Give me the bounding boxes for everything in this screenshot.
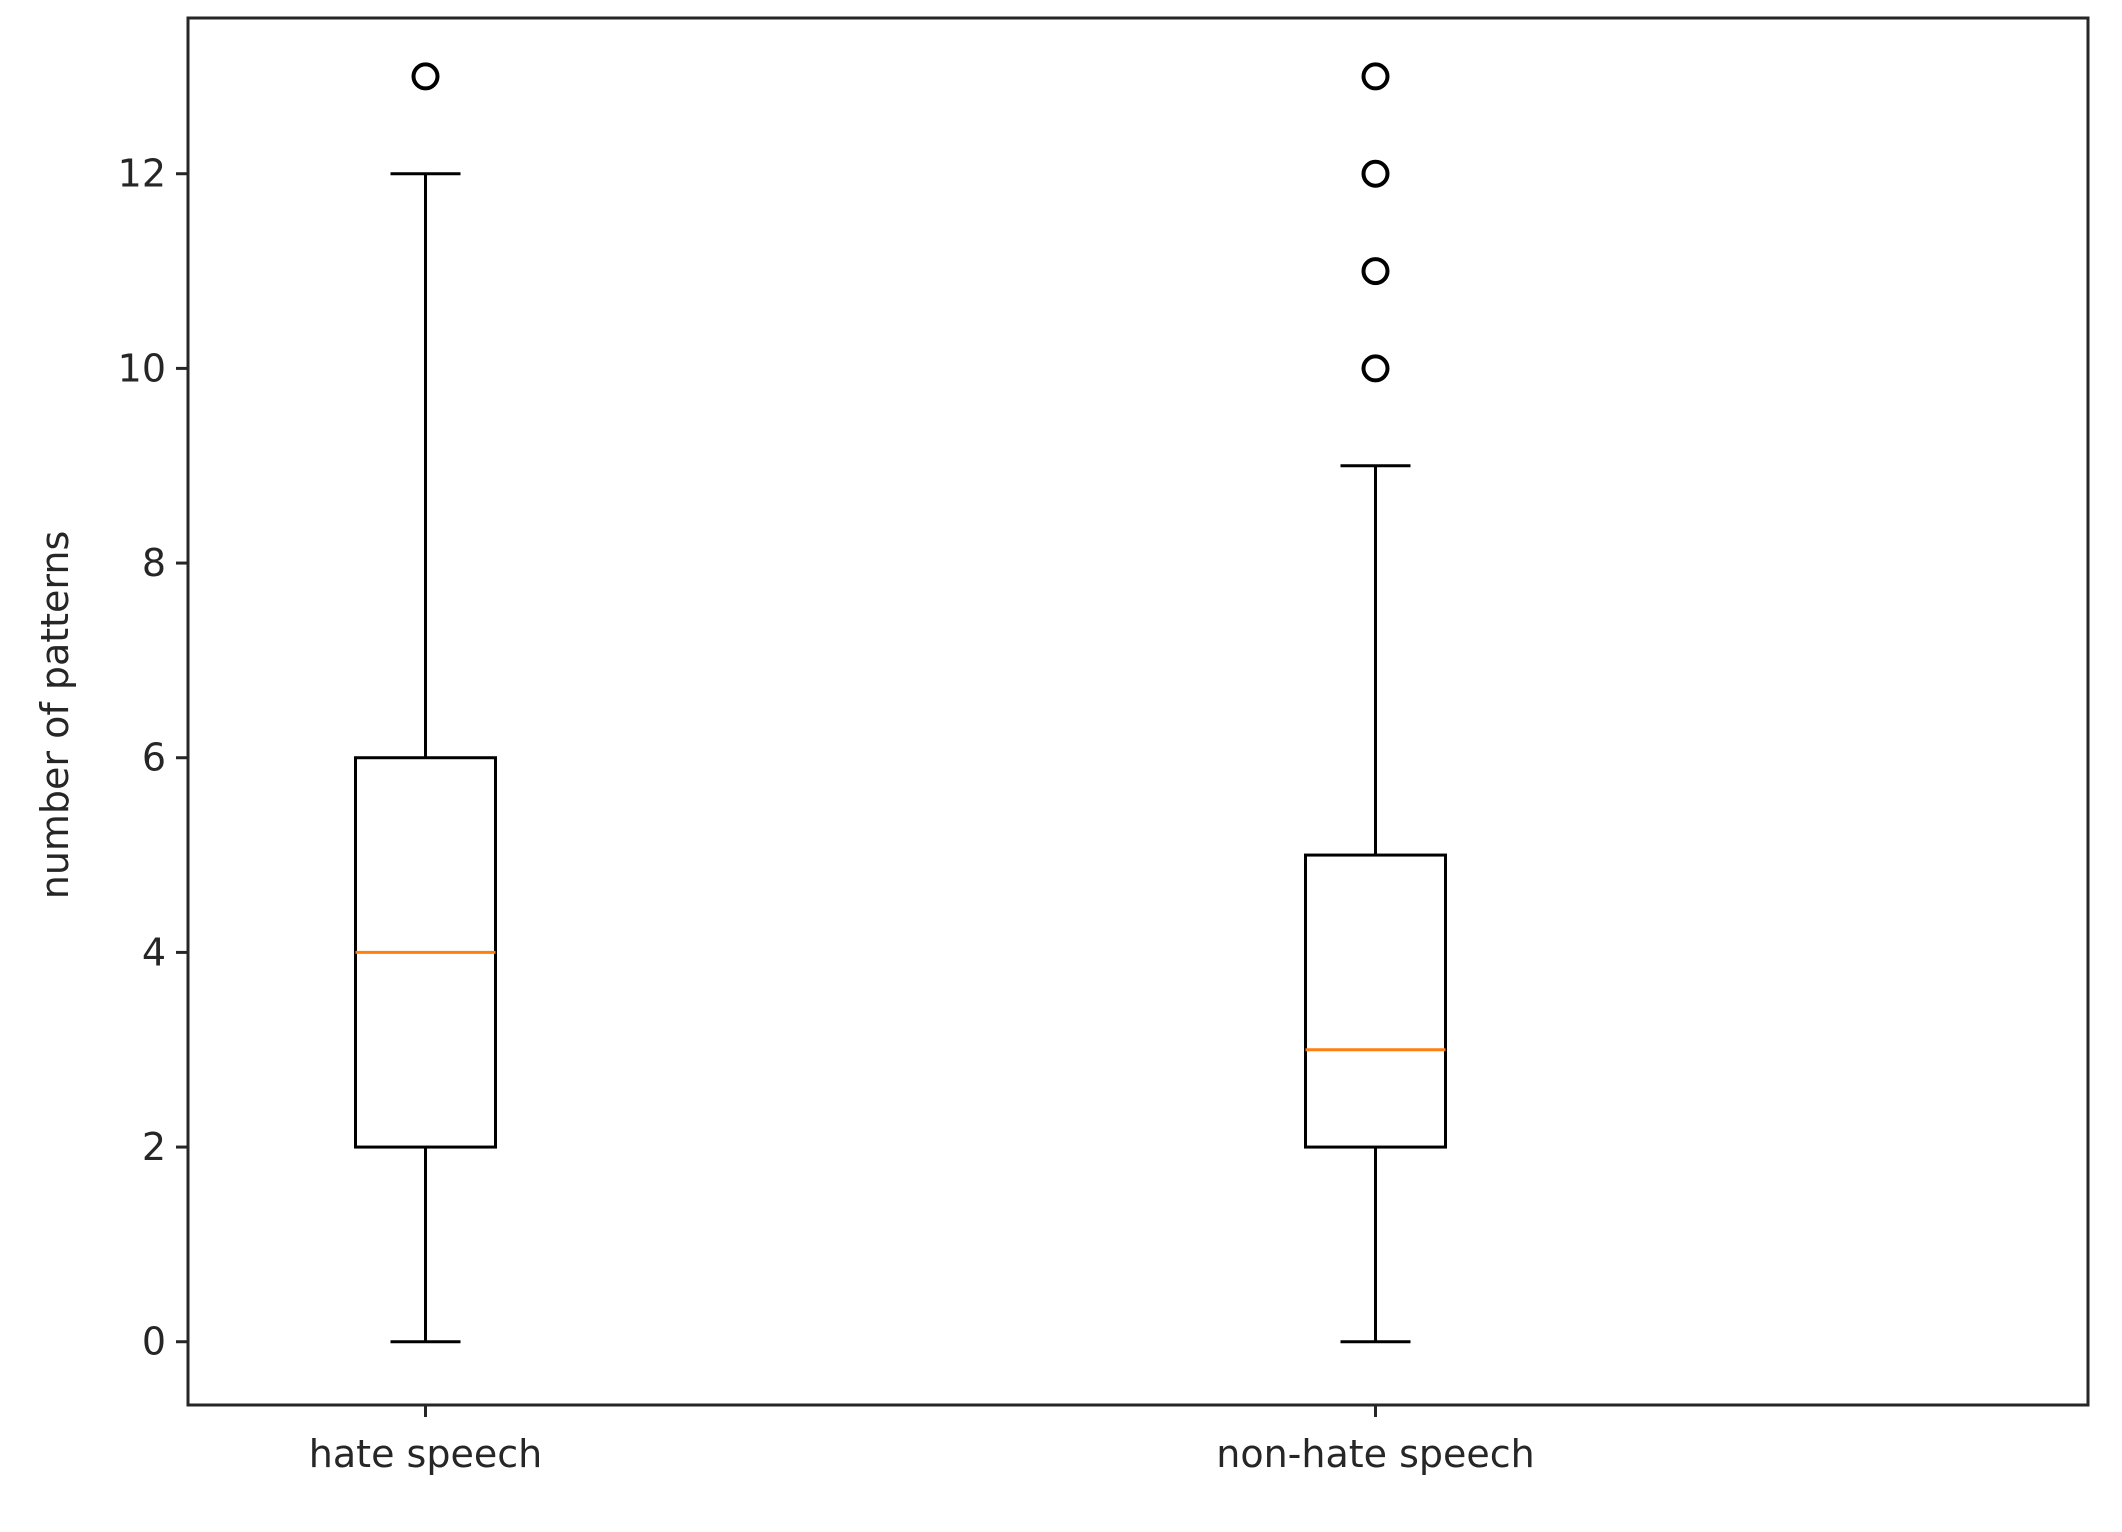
- box-group-hate-speech: [354, 62, 497, 1344]
- y-tick-label: 8: [142, 541, 166, 585]
- y-tick-label: 4: [142, 930, 166, 974]
- outlier-point: [1361, 62, 1390, 91]
- iqr-box: [1304, 853, 1447, 1149]
- axes-frame: [186, 16, 2090, 1407]
- y-tick-label: 6: [142, 736, 166, 780]
- outlier-point: [411, 62, 440, 91]
- outlier-point: [1361, 159, 1390, 188]
- x-tick-label: non-hate speech: [1216, 1432, 1535, 1476]
- outlier-point: [1361, 257, 1390, 286]
- x-axis: hate speech non-hate speech: [309, 1405, 1535, 1476]
- x-tick-label: hate speech: [309, 1432, 542, 1476]
- y-axis: 0 2 4 6 8 10 12: [118, 152, 188, 1364]
- y-tick-label: 2: [142, 1125, 166, 1169]
- y-tick-label: 12: [118, 152, 166, 196]
- y-tick-label: 0: [142, 1320, 166, 1364]
- y-tick-label: 10: [118, 346, 166, 390]
- box-group-non-hate-speech: [1304, 62, 1447, 1344]
- y-axis-label: number of patterns: [33, 531, 77, 900]
- outlier-point: [1361, 354, 1390, 383]
- plot-area: [354, 62, 1447, 1344]
